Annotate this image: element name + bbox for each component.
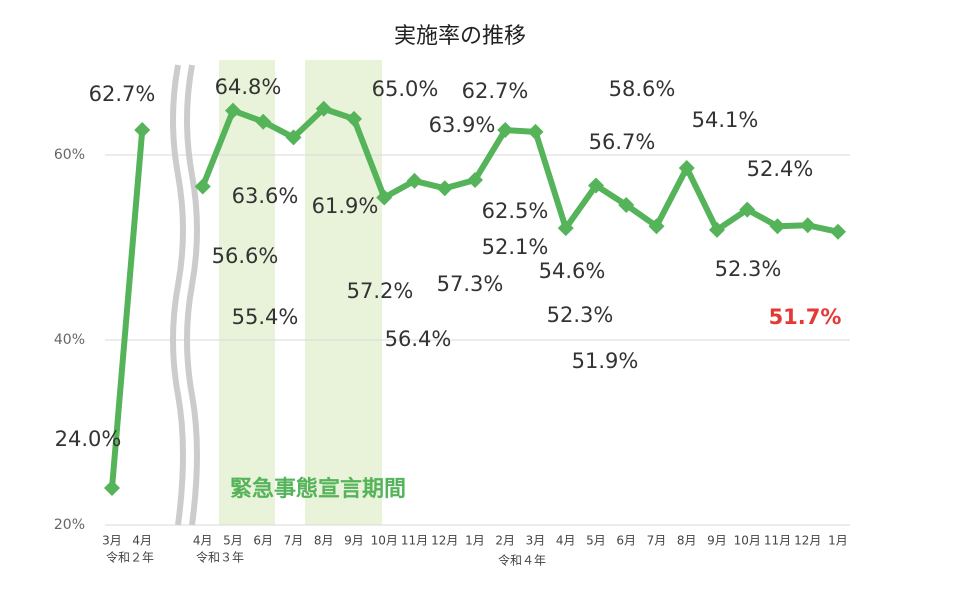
point-marker xyxy=(436,180,453,197)
point-marker xyxy=(255,113,272,130)
era-label: 令和４年 xyxy=(498,553,546,568)
x-tick-label: 4月 xyxy=(193,534,213,548)
x-tick-label: 9月 xyxy=(344,534,364,548)
point-marker xyxy=(194,178,211,195)
data-label: 64.8% xyxy=(215,75,282,99)
data-label: 63.9% xyxy=(429,113,496,137)
data-label: 61.9% xyxy=(312,194,379,218)
data-label: 55.4% xyxy=(232,305,299,329)
x-tick-label: 2月 xyxy=(495,534,515,548)
point-marker xyxy=(830,223,846,240)
era-label: 令和２年 xyxy=(106,550,154,565)
emergency-band xyxy=(305,60,382,525)
x-tick-label: 3月 xyxy=(526,534,546,548)
point-marker xyxy=(134,122,151,139)
point-marker xyxy=(799,217,816,234)
chart-title: 実施率の推移 xyxy=(394,24,526,49)
x-tick-label: 11月 xyxy=(401,534,428,548)
point-marker xyxy=(315,100,332,117)
x-tick-label: 11月 xyxy=(764,534,791,548)
x-tick-label: 5月 xyxy=(223,534,243,548)
data-label: 51.7% xyxy=(769,305,842,329)
x-tick-label: 12月 xyxy=(794,534,821,548)
data-label: 52.3% xyxy=(547,303,614,327)
x-tick-label: 8月 xyxy=(677,534,697,548)
point-marker xyxy=(678,159,695,176)
x-tick-label: 1月 xyxy=(828,534,848,548)
era-label: 令和３年 xyxy=(196,550,244,565)
x-tick-label: 10月 xyxy=(371,534,398,548)
period-label: 緊急事態宣言期間 xyxy=(230,476,406,502)
x-tick-label: 4月 xyxy=(132,534,152,548)
x-tick-label: 12月 xyxy=(431,534,458,548)
point-marker xyxy=(527,123,544,140)
point-marker xyxy=(618,196,635,213)
data-label: 56.6% xyxy=(212,244,279,268)
x-tick-label: 6月 xyxy=(253,534,273,548)
data-label: 24.0% xyxy=(55,427,122,451)
data-label: 65.0% xyxy=(372,77,439,101)
data-label: 52.1% xyxy=(482,235,549,259)
data-label: 52.3% xyxy=(715,257,782,281)
data-label: 62.5% xyxy=(482,199,549,223)
point-marker xyxy=(588,177,604,194)
x-tick-label: 5月 xyxy=(586,534,606,548)
point-marker xyxy=(648,218,665,235)
y-tick-label: 20% xyxy=(54,517,85,533)
data-label: 63.6% xyxy=(232,184,299,208)
x-tick-label: 6月 xyxy=(616,534,636,548)
axis-break xyxy=(184,64,200,526)
data-label: 52.4% xyxy=(747,157,814,181)
data-label: 56.4% xyxy=(385,327,452,351)
axis-break xyxy=(170,64,186,526)
point-marker xyxy=(557,220,574,237)
x-tick-label: 8月 xyxy=(314,534,334,548)
data-label: 54.6% xyxy=(539,259,606,283)
point-marker xyxy=(467,171,483,188)
x-tick-label: 10月 xyxy=(734,534,761,548)
point-marker xyxy=(376,189,393,206)
point-marker xyxy=(346,110,362,127)
x-tick-label: 4月 xyxy=(556,534,576,548)
data-label: 62.7% xyxy=(462,79,529,103)
x-tick-label: 7月 xyxy=(284,534,304,548)
point-marker xyxy=(104,480,120,496)
data-label: 57.3% xyxy=(437,272,504,296)
point-marker xyxy=(739,201,756,218)
point-marker xyxy=(709,221,725,238)
emergency-band xyxy=(219,60,275,525)
point-marker xyxy=(225,102,241,119)
data-label: 56.7% xyxy=(589,130,656,154)
x-tick-label: 3月 xyxy=(102,534,122,548)
point-marker xyxy=(497,122,514,139)
point-marker xyxy=(406,172,423,189)
y-tick-label: 60% xyxy=(54,147,85,163)
data-label: 51.9% xyxy=(572,349,639,373)
data-label: 62.7% xyxy=(89,82,156,106)
series-line xyxy=(109,105,839,489)
point-marker xyxy=(769,218,786,235)
data-label: 58.6% xyxy=(609,77,676,101)
x-tick-label: 7月 xyxy=(647,534,667,548)
x-tick-label: 1月 xyxy=(465,534,485,548)
x-tick-label: 9月 xyxy=(707,534,727,548)
point-marker xyxy=(285,129,302,146)
y-tick-label: 40% xyxy=(54,332,85,348)
data-label: 54.1% xyxy=(692,108,759,132)
data-label: 57.2% xyxy=(347,279,414,303)
